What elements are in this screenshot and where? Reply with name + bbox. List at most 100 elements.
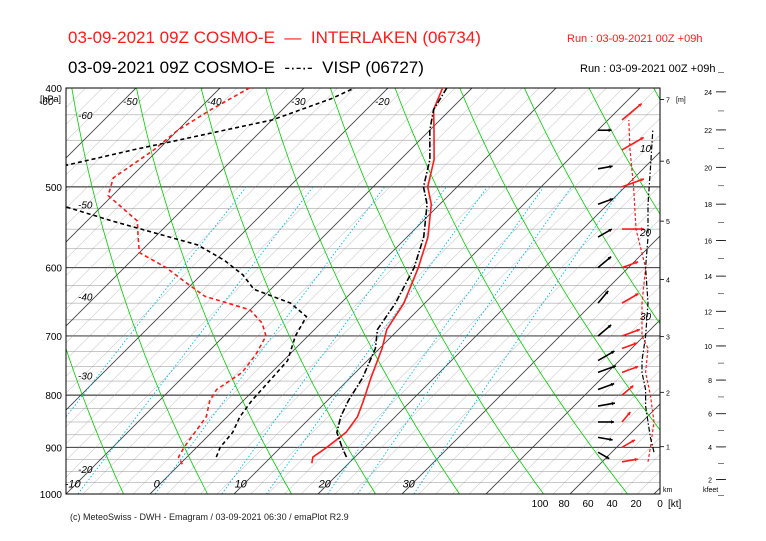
isotherm-major	[149, 88, 557, 494]
wind-arrow-head	[608, 229, 612, 233]
dry-adiabat	[653, 88, 660, 101]
mixing-ratio-label: 30	[640, 312, 652, 323]
mixing-ratio-label: 20	[639, 228, 652, 239]
kfeet-tick-label: 6	[708, 412, 712, 419]
dewpoint-line-interlaken	[107, 88, 267, 465]
wind-arrow-head	[612, 365, 616, 369]
isotherm-label: -40	[78, 292, 93, 303]
isotherm-label: -40	[207, 97, 222, 108]
isotherm-major	[66, 88, 389, 411]
isotherm-major	[485, 319, 660, 494]
run-visp: Run : 03-09-2021 00Z +09h	[580, 63, 716, 75]
wind-speed-tick-label: 80	[558, 499, 570, 510]
wind-arrow-head	[636, 328, 640, 333]
pressure-tick-label: 1000	[40, 490, 63, 501]
legend-line-visp: -·-·-	[279, 58, 318, 77]
isotherm-minor	[66, 88, 204, 226]
wind-arrow	[621, 102, 643, 121]
wind-arrow-head	[607, 256, 612, 260]
dry-adiabat	[459, 88, 660, 431]
run-interlaken: Run : 03-09-2021 00Z +09h	[567, 33, 703, 45]
isotherm-minor	[418, 252, 660, 494]
wind-speed-tick-label: 20	[630, 499, 642, 510]
isotherm-label: -20	[375, 97, 390, 108]
dry-adiabat	[0, 88, 40, 494]
kfeet-tick-label: 16	[704, 238, 712, 245]
isotherm-major	[569, 403, 660, 494]
wind-arrow-head	[609, 164, 613, 169]
wind-arrow-head	[627, 412, 631, 416]
wind-arrow-head	[604, 290, 609, 295]
wind-speed-line-visp	[641, 130, 655, 453]
dry-adiabat	[71, 88, 208, 494]
isotherm-minor	[586, 420, 660, 494]
wind-arrow-head	[609, 198, 614, 202]
isotherm-minor	[250, 88, 657, 494]
wind-speed-tick-label: 60	[582, 499, 594, 510]
kfeet-tick-label: 18	[704, 202, 712, 209]
isotherm-minor	[66, 88, 237, 260]
wind-arrow	[621, 292, 639, 304]
temperature-tick-label: -10	[65, 478, 82, 490]
isotherm-minor	[66, 88, 254, 276]
temperature-tick-label: 10	[235, 478, 248, 490]
mixing-ratio-line	[154, 186, 386, 494]
isotherm-minor	[66, 88, 271, 293]
temperature-line-interlaken	[311, 88, 444, 464]
isotherm-minor	[0, 88, 2, 494]
wind-arrow-head	[634, 365, 639, 370]
isotherm-minor	[385, 218, 660, 494]
wind-speed-axis-label: [kt]	[668, 499, 682, 510]
isotherm-minor	[536, 370, 660, 494]
kfeet-tick-label: 14	[704, 274, 712, 281]
isotherm-major	[233, 88, 641, 494]
temperature-tick-label: 0	[154, 478, 161, 490]
km-tick-label: 4	[666, 278, 670, 285]
isotherm-minor	[553, 386, 660, 494]
m-axis-label: [m]	[676, 97, 686, 104]
pressure-tick-label: 800	[45, 391, 62, 402]
isotherm-minor	[66, 88, 86, 108]
wind-arrow-head	[610, 383, 615, 387]
wind-arrow-head	[629, 385, 634, 389]
kfeet-axis-label: kfeet	[703, 487, 718, 494]
isotherm-minor	[452, 286, 660, 494]
title-interlaken-date: 03-09-2021 09Z COSMO-E	[68, 28, 275, 47]
kfeet-tick-label: 12	[704, 309, 712, 316]
wind-speed-tick-label: 40	[606, 499, 618, 510]
km-tick-label: 7	[666, 98, 670, 105]
wind-arrow	[597, 365, 617, 374]
mixing-ratio-label: 10	[640, 144, 652, 155]
isotherm-minor	[603, 437, 660, 494]
km-tick-label: 2	[666, 390, 670, 397]
isotherm-minor	[66, 88, 422, 444]
wind-arrow-head	[640, 137, 644, 141]
isotherm-label: -60	[39, 97, 54, 108]
pressure-tick-label: 600	[45, 264, 62, 275]
kfeet-tick-label: 10	[704, 344, 712, 351]
wind-arrow-head	[638, 103, 642, 107]
isotherm-minor	[66, 88, 187, 209]
wind-arrow-head	[610, 351, 615, 355]
wind-arrow-head	[634, 261, 639, 265]
isotherm-minor	[334, 168, 660, 494]
mixing-ratio-line	[221, 186, 447, 494]
temperature-tick-label: 20	[318, 478, 332, 490]
title-interlaken: 03-09-2021 09Z COSMO-E — INTERLAKEN (067…	[68, 28, 481, 48]
wind-arrow-head	[634, 293, 639, 297]
dry-adiabat	[394, 88, 628, 494]
dry-adiabat	[66, 347, 124, 494]
wind-arrow-head	[608, 128, 612, 133]
wind-arrow-head	[641, 227, 644, 231]
isotherm-minor	[637, 470, 660, 494]
mixing-ratio-line	[357, 186, 572, 494]
wind-arrow	[621, 136, 645, 151]
isotherm-minor	[0, 88, 18, 494]
pressure-axis-label: [hPa]	[40, 94, 61, 104]
isotherm-label: -50	[78, 200, 93, 211]
dry-adiabat	[524, 88, 660, 325]
isotherm-minor	[66, 88, 456, 478]
isotherm-label: -30	[291, 97, 306, 108]
